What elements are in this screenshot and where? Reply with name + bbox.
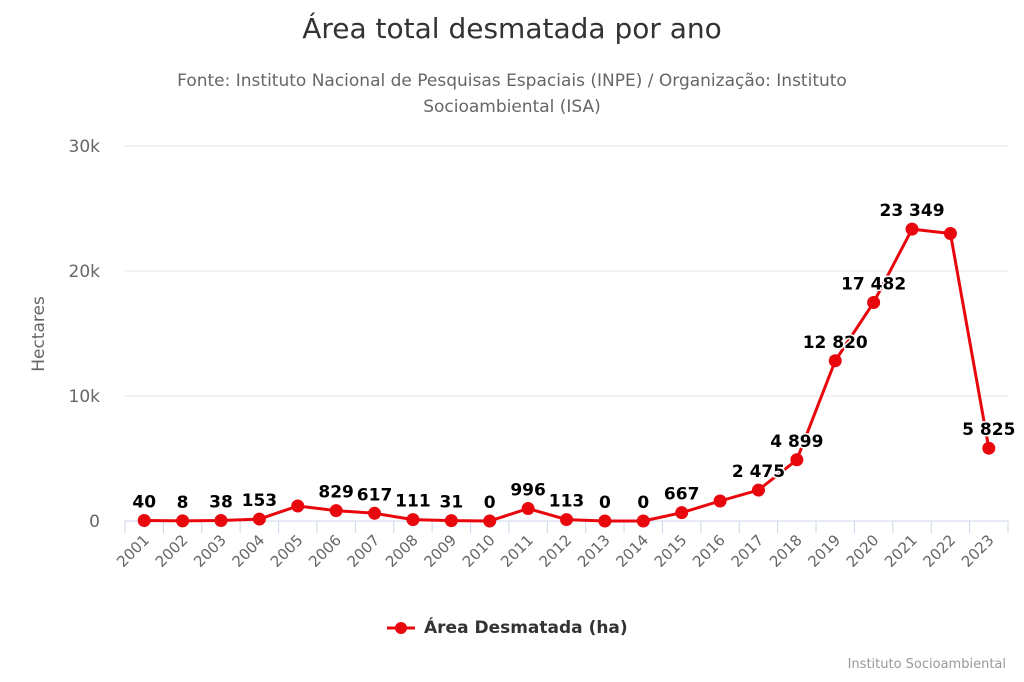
data-point [368,506,382,520]
data-label: 40 [132,493,156,513]
y-tick-label: 30k [69,137,101,157]
x-axis: 2001200220032004200520062007200820092010… [113,520,1009,571]
x-tick-label: 2016 [689,531,729,571]
data-label: 996 [510,481,546,501]
data-label: 5 825 [962,420,1015,440]
x-tick-label: 2006 [305,531,345,571]
x-tick-label: 2003 [190,531,230,571]
data-label: 829 [318,483,354,503]
data-label: 38 [209,493,233,513]
data-label: 4 899 [770,432,823,452]
x-tick-label: 2002 [152,531,192,571]
data-point [982,441,996,455]
x-tick-label: 2020 [843,531,883,571]
data-label: 111 [395,492,431,512]
data-point [905,222,919,236]
chart-subtitle: Fonte: Instituto Nacional de Pesquisas E… [177,71,847,117]
y-tick-label: 10k [69,387,101,407]
data-label: 12 820 [803,333,868,353]
data-label: 23 349 [879,201,944,221]
data-point [713,494,727,508]
x-tick-label: 2011 [497,531,537,571]
y-axis-title: Hectares [29,296,49,372]
data-point [329,504,343,518]
x-tick-label: 2009 [420,531,460,571]
data-point [406,513,420,527]
chart-title: Área total desmatada por ano [302,12,722,45]
data-label: 17 482 [841,274,906,294]
data-point [560,513,573,527]
data-label: 2 475 [732,462,785,482]
data-point [867,295,881,309]
data-point [444,514,458,528]
x-tick-label: 2008 [382,531,422,571]
data-point [521,502,535,516]
data-point [214,514,228,528]
data-point [751,483,765,497]
data-point [675,506,689,520]
data-point [828,354,842,368]
data-label: 113 [549,492,585,512]
x-tick-label: 2022 [920,531,960,571]
x-tick-label: 2017 [728,531,768,571]
data-point [790,453,804,467]
data-label: 8 [177,493,189,513]
legend-label: Área Desmatada (ha) [424,618,628,638]
grid-lines [125,145,1008,397]
x-tick-label: 2004 [228,531,268,571]
legend-marker-icon [387,622,415,634]
x-tick-label: 2001 [113,531,153,571]
y-tick-label: 0 [89,512,100,532]
y-tick-label: 20k [69,262,101,282]
data-point [291,499,305,513]
data-point [636,514,650,528]
data-point [943,227,957,240]
data-point [137,514,151,527]
data-label: 617 [357,485,393,505]
data-point [598,514,612,528]
data-point [252,512,266,526]
x-tick-label: 2021 [881,531,921,571]
legend-item[interactable]: Área Desmatada (ha) [386,618,628,638]
data-label: 31 [439,493,463,513]
x-tick-label: 2013 [574,531,614,571]
data-point [483,514,497,528]
credits[interactable]: Instituto Socioambiental [847,657,1006,672]
x-tick-label: 2012 [536,531,576,571]
series-area-desmatada [137,222,996,528]
data-label: 0 [637,493,649,513]
data-label: 0 [484,493,496,513]
x-tick-label: 2018 [766,531,806,571]
x-tick-label: 2014 [612,531,652,571]
x-tick-label: 2019 [804,531,844,571]
x-tick-label: 2005 [267,531,307,571]
x-tick-label: 2007 [344,531,384,571]
x-tick-label: 2015 [651,531,691,571]
series-line [144,227,991,523]
x-tick-label: 2010 [459,531,499,571]
data-point [176,514,190,528]
data-label: 0 [599,493,611,513]
y-axis: 0 10k 20k 30k [69,137,101,532]
data-label: 153 [242,491,278,511]
data-label: 667 [664,485,700,505]
x-tick-label: 2023 [958,531,998,571]
